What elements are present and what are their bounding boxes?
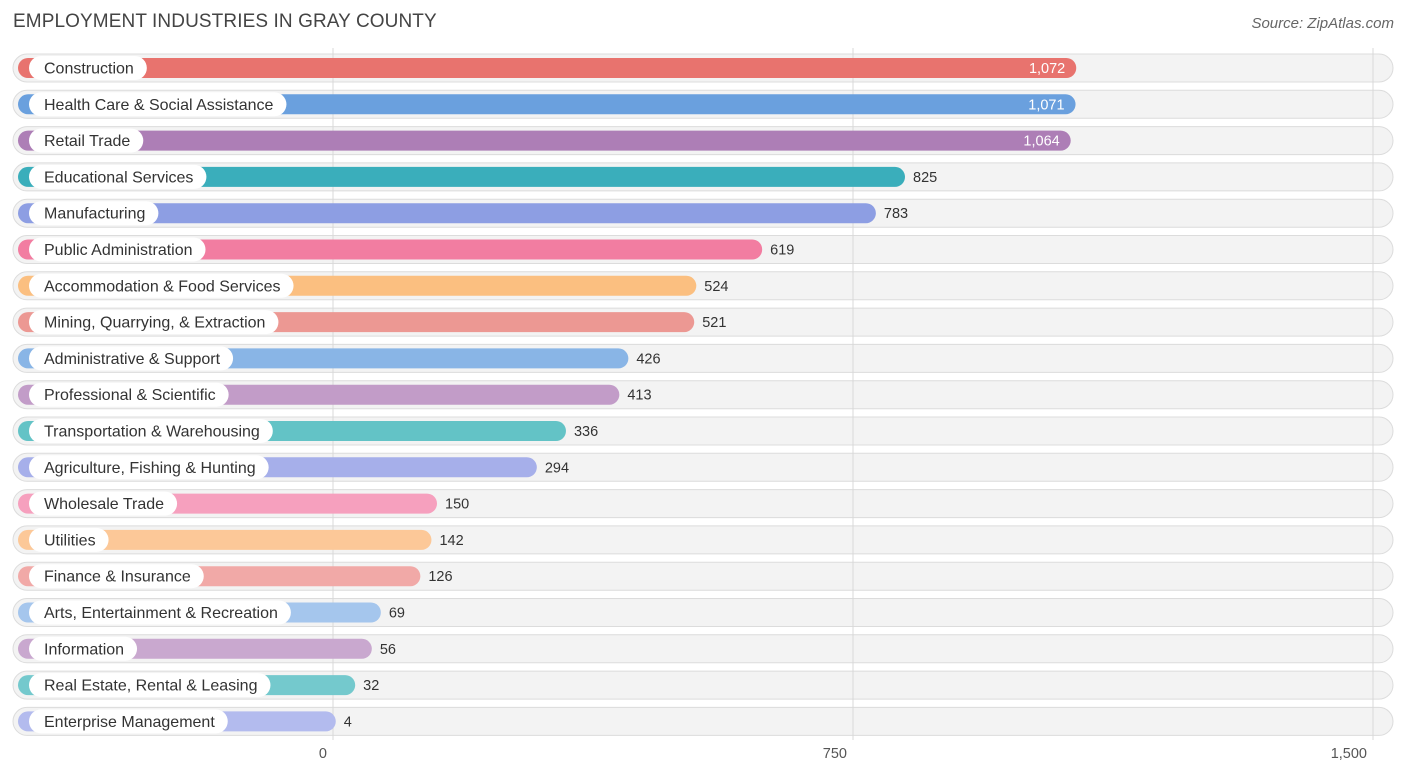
bar-label-pill: [29, 164, 207, 189]
bar-label-pill: [29, 273, 294, 298]
bar-label-pill: [29, 128, 144, 153]
x-tick-label: 1,500: [1331, 746, 1367, 762]
bar-label: Public Administration: [44, 242, 193, 259]
bar-label-pill: [29, 636, 138, 661]
bar-label: Agriculture, Fishing & Hunting: [44, 460, 256, 477]
chart-source: Source: ZipAtlas.com: [1251, 15, 1394, 32]
bar-label: Wholesale Trade: [44, 496, 164, 513]
bar-label: Educational Services: [44, 169, 193, 186]
bar-label-pill: [29, 92, 287, 117]
bar-label: Professional & Scientific: [44, 387, 216, 404]
bar-label-pill: [29, 491, 178, 516]
chart-title: EMPLOYMENT INDUSTRIES IN GRAY COUNTY: [13, 11, 437, 32]
value-label: 32: [363, 678, 379, 694]
bar-label: Health Care & Social Assistance: [44, 97, 274, 114]
bar-label-pill: [29, 455, 269, 480]
bar-label: Enterprise Management: [44, 714, 215, 731]
bar-label: Transportation & Warehousing: [44, 424, 260, 441]
row-track: [12, 706, 1394, 736]
bar-label-pill: [29, 56, 147, 80]
value-label: 336: [574, 424, 598, 440]
bar-label-pill: [29, 600, 291, 625]
bar: [18, 529, 432, 550]
value-label: 1,072: [1029, 61, 1065, 77]
bar-label: Administrative & Support: [44, 351, 221, 368]
x-tick-label: 750: [823, 746, 847, 762]
bar-label: Real Estate, Rental & Leasing: [44, 678, 257, 695]
bar: [18, 130, 1071, 151]
value-label: 126: [428, 569, 452, 585]
value-label: 56: [380, 642, 396, 658]
value-label: 142: [439, 533, 463, 549]
bar-label: Retail Trade: [44, 133, 130, 150]
row-track: [12, 670, 1394, 700]
bar: [18, 58, 1077, 78]
bar-label-pill: [29, 201, 159, 226]
value-label: 413: [627, 388, 651, 404]
bar: [18, 203, 876, 224]
bar-label-pill: [29, 673, 271, 698]
value-label: 1,071: [1028, 97, 1064, 113]
value-label: 825: [913, 170, 937, 186]
bar-label-pill: [29, 346, 234, 371]
bar-label: Construction: [44, 61, 134, 78]
bar-label: Utilities: [44, 532, 96, 549]
bar-label-pill: [29, 564, 204, 589]
bar-label-pill: [29, 527, 109, 552]
bar-label-pill: [29, 709, 228, 734]
bar-label-pill: [29, 419, 273, 443]
bar-label-pill: [29, 237, 206, 262]
bar-label-pill: [29, 382, 229, 407]
value-label: 150: [445, 497, 469, 513]
x-tick-label: 0: [319, 746, 327, 762]
value-label: 426: [636, 351, 660, 367]
bar-label: Manufacturing: [44, 206, 145, 223]
value-label: 1,064: [1023, 134, 1059, 150]
value-label: 294: [545, 460, 569, 476]
value-label: 619: [770, 243, 794, 259]
bar-label: Mining, Quarrying, & Extraction: [44, 315, 265, 332]
value-label: 69: [389, 606, 405, 622]
bar-label-pill: [29, 310, 279, 335]
bar-label: Accommodation & Food Services: [44, 278, 281, 295]
value-label: 4: [344, 714, 352, 730]
value-label: 524: [704, 279, 728, 295]
bar-label: Finance & Insurance: [44, 569, 191, 586]
bar-label: Information: [44, 641, 124, 658]
bar: [18, 166, 905, 187]
value-label: 783: [884, 206, 908, 222]
value-label: 521: [702, 315, 726, 331]
bar-label: Arts, Entertainment & Recreation: [44, 605, 278, 622]
